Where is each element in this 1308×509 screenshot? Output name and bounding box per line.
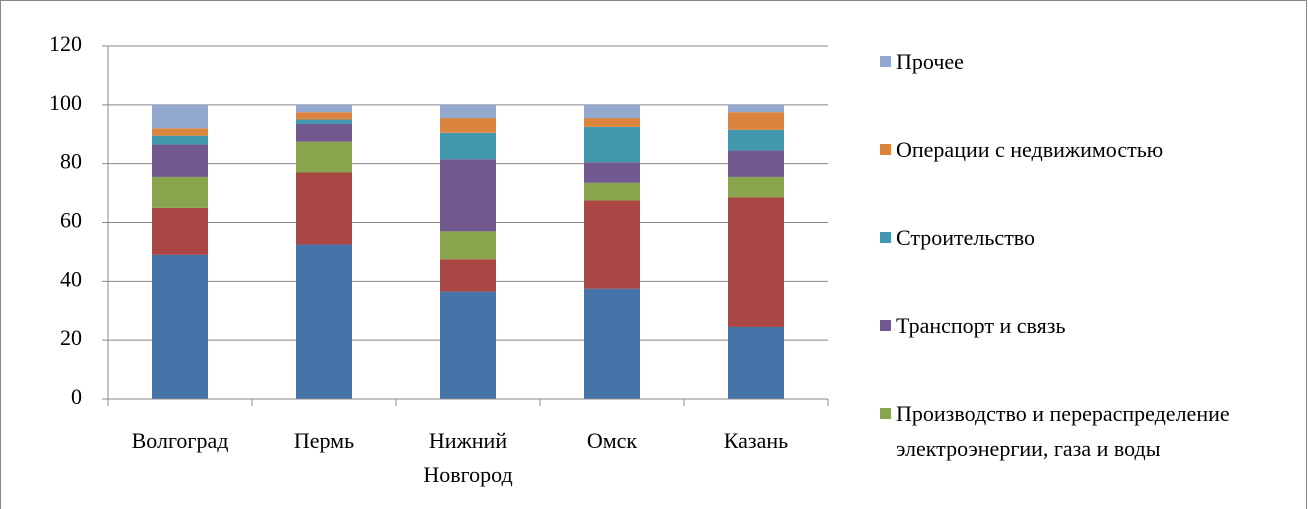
x-tick-label: Казань (723, 428, 789, 453)
bar-segment (152, 104, 208, 129)
bar-segment (440, 231, 496, 260)
bar-segment (152, 128, 208, 136)
bar-segment (440, 132, 496, 160)
x-tick-label: Нижний Новгород (423, 428, 513, 487)
bar-segment (584, 200, 640, 289)
bar-segment (728, 129, 784, 151)
x-tick-label: Волгоград (131, 428, 229, 453)
y-tick-label: 100 (49, 90, 82, 115)
bar-segment (728, 326, 784, 399)
bar-segment (296, 141, 352, 173)
x-tick-label: Омск (586, 428, 638, 453)
bar-segment (728, 112, 784, 130)
y-tick-label: 0 (71, 384, 82, 409)
bar-segment (728, 104, 784, 113)
bar-segment (440, 259, 496, 292)
legend-swatch (880, 320, 891, 331)
bar-segment (296, 172, 352, 245)
legend-label: Строительство (896, 225, 1036, 250)
bar-segment (584, 126, 640, 163)
bar-segment (152, 135, 208, 145)
bar-segment (152, 254, 208, 399)
legend-item: Строительство (880, 220, 1290, 255)
legend-item: Прочее (880, 44, 1290, 79)
legend-swatch (880, 408, 891, 419)
bar-segment (296, 104, 352, 113)
bar-segment (584, 288, 640, 399)
y-tick-label: 80 (60, 149, 82, 174)
legend-label: Прочее (896, 49, 964, 74)
bar-segment (728, 150, 784, 177)
bar-segment (584, 104, 640, 119)
legend-swatch (880, 56, 891, 67)
bar-segment (152, 207, 208, 255)
y-tick-label: 20 (60, 325, 82, 350)
bar-segment (152, 144, 208, 177)
legend-item: Производство и перераспределение электро… (880, 396, 1290, 466)
bar-segment (584, 182, 640, 201)
bar-segment (728, 176, 784, 198)
bar-segment (296, 123, 352, 142)
legend-swatch (880, 232, 891, 243)
bar-segment (440, 104, 496, 119)
bar-segment (584, 162, 640, 183)
bar-segment (584, 118, 640, 127)
bar-segment (440, 291, 496, 399)
legend-label: Транспорт и связь (896, 313, 1066, 338)
bar-segment (296, 119, 352, 124)
y-tick-label: 60 (60, 208, 82, 233)
bar-segment (728, 197, 784, 327)
bar-segment (296, 244, 352, 399)
x-tick-label: Пермь (293, 428, 355, 453)
legend-label: Операции с недвижимостью (896, 137, 1164, 162)
bar-segment (296, 112, 352, 120)
legend-swatch (880, 144, 891, 155)
y-tick-label: 40 (60, 266, 82, 291)
bar-segment (440, 159, 496, 232)
bar-segment (440, 118, 496, 133)
bar-segment (152, 176, 208, 208)
legend-item: Транспорт и связь (880, 308, 1290, 343)
legend-label: Производство и перераспределение электро… (896, 401, 1230, 461)
y-tick-label: 120 (49, 31, 82, 56)
legend-item: Операции с недвижимостью (880, 132, 1290, 167)
